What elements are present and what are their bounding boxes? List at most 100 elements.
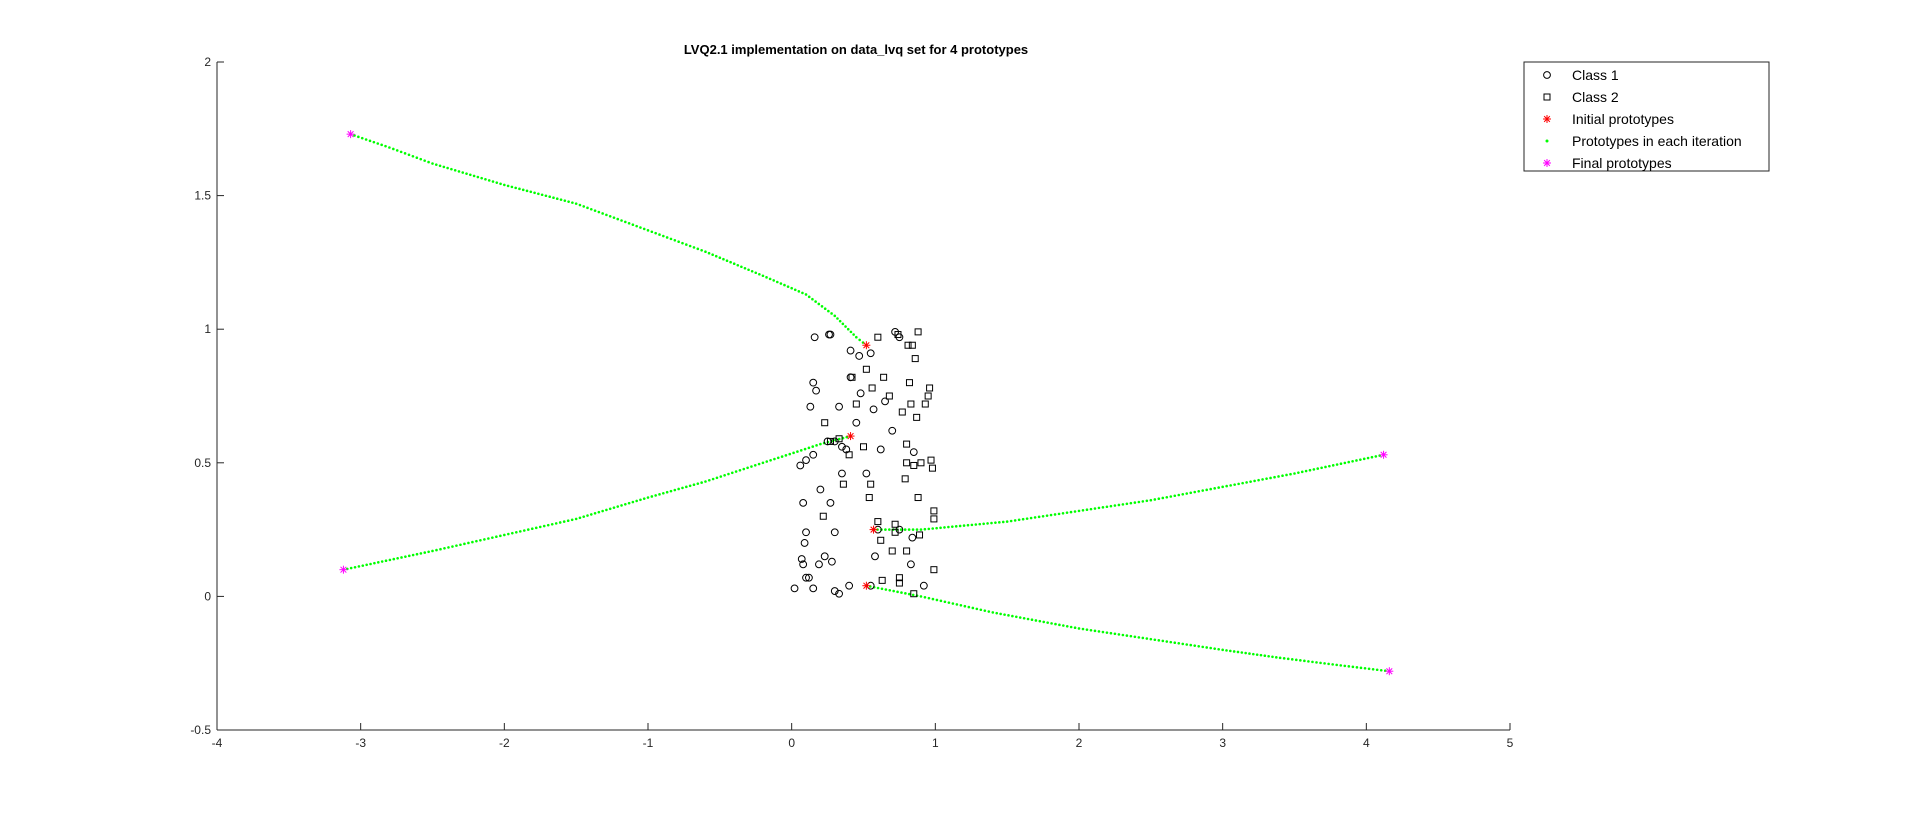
iteration-point (814, 300, 817, 303)
class1-point (907, 560, 915, 569)
iteration-point (506, 184, 510, 188)
iteration-point (384, 559, 388, 563)
iteration-point (846, 327, 850, 331)
iteration-point (639, 498, 642, 502)
iteration-point (620, 504, 623, 507)
iteration-point (1181, 642, 1185, 646)
iteration-point (567, 200, 570, 203)
iteration-point (1324, 465, 1327, 469)
iteration-point (951, 525, 954, 528)
iteration-point (1273, 475, 1276, 479)
iteration-point (796, 450, 799, 453)
iteration-point (1366, 456, 1370, 460)
legend-entry-class2: Class 2 (1543, 89, 1619, 105)
class1-point (812, 386, 820, 395)
iteration-point (919, 595, 923, 598)
iteration-point (779, 282, 783, 285)
iteration-point (987, 610, 991, 613)
iteration-point (729, 260, 732, 264)
iteration-point (1009, 519, 1013, 523)
iteration-point (578, 203, 582, 207)
iteration-point (1157, 497, 1161, 501)
legend-label: Final prototypes (1572, 155, 1672, 171)
iteration-point (849, 330, 853, 334)
iteration-point (612, 506, 616, 509)
y-tick-label: 0 (204, 589, 211, 603)
iteration-point (1037, 515, 1041, 519)
iteration-point (465, 172, 468, 175)
iteration-point (966, 523, 970, 527)
iteration-point (1328, 464, 1331, 468)
iteration-point (1011, 614, 1014, 618)
iteration-point (685, 243, 688, 246)
iteration-point (1267, 654, 1270, 658)
iteration-point (700, 481, 703, 484)
class1-point (802, 573, 810, 582)
iteration-point (804, 293, 808, 296)
iteration-point (1327, 662, 1330, 666)
iteration-point (1149, 498, 1153, 502)
iteration-point (669, 237, 673, 241)
class2-point (910, 590, 918, 598)
class2-point (845, 451, 853, 459)
iteration-point (574, 202, 578, 205)
iteration-point (353, 134, 356, 137)
iteration-point (392, 147, 395, 151)
iteration-point (455, 544, 458, 547)
class1-point (909, 448, 918, 457)
iteration-point (518, 187, 521, 191)
iteration-point (1359, 458, 1362, 461)
iteration-point (586, 514, 589, 517)
iteration-point (529, 190, 533, 194)
iteration-point (654, 231, 657, 235)
iteration-point (773, 457, 776, 461)
iteration-point (734, 470, 738, 473)
iteration-point (896, 590, 899, 594)
iteration-point (927, 596, 931, 600)
iteration-point (624, 220, 627, 224)
iteration-point (888, 588, 892, 592)
class1-point (799, 560, 808, 569)
x-tick-label: -1 (643, 736, 654, 750)
iteration-point (665, 490, 669, 494)
iteration-point (1259, 653, 1263, 657)
iteration-point (692, 246, 696, 249)
iteration-point (1362, 457, 1366, 461)
iteration-point (559, 198, 563, 201)
iteration-point (627, 501, 631, 505)
iteration-point (639, 226, 642, 229)
iteration-point (388, 558, 392, 562)
iteration-point (673, 488, 677, 492)
iteration-point (1371, 667, 1375, 671)
iteration-point (1065, 511, 1069, 514)
iteration-point (396, 556, 399, 560)
class2-point (911, 355, 919, 363)
iteration-point (1244, 651, 1247, 655)
iteration-point (589, 207, 593, 211)
iteration-point (1189, 491, 1193, 495)
iteration-point (884, 588, 888, 591)
iteration-point (978, 522, 982, 526)
iteration-point (1141, 636, 1145, 640)
iteration-point (757, 462, 761, 466)
legend-label: Prototypes in each iteration (1572, 133, 1742, 149)
iteration-point (673, 239, 677, 242)
iteration-point (1286, 657, 1290, 661)
iteration-point (1379, 668, 1383, 672)
iteration-point (635, 224, 638, 228)
iteration-point (820, 305, 824, 308)
class1-point (871, 552, 879, 561)
class2-point (904, 341, 912, 349)
iteration-point (601, 509, 604, 513)
iteration-point (1145, 499, 1149, 503)
iteration-point (776, 456, 780, 460)
iteration-point (459, 543, 462, 547)
class2-point (928, 464, 936, 472)
iteration-point (469, 173, 472, 177)
iteration-point (888, 528, 891, 531)
iteration-point (540, 193, 544, 197)
iteration-point (1323, 662, 1326, 665)
iteration-point (1347, 665, 1351, 668)
iteration-point (558, 521, 562, 524)
iteration-point (510, 185, 514, 189)
